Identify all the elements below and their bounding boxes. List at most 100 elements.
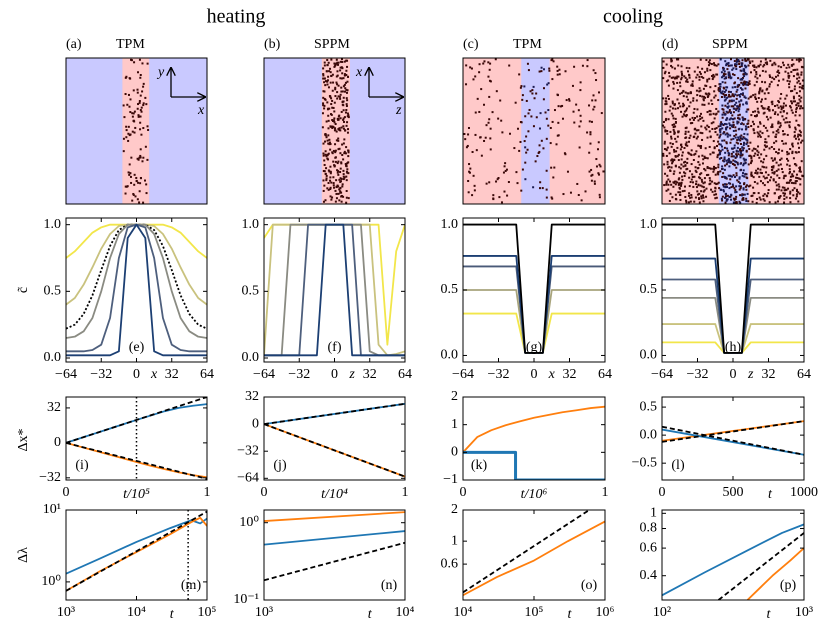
panel-label: (f) xyxy=(328,340,342,355)
particle xyxy=(547,109,550,112)
particle xyxy=(674,125,677,128)
particle xyxy=(736,85,739,88)
y-tick-label: −32 xyxy=(237,443,259,458)
particle xyxy=(726,105,729,108)
particle xyxy=(777,131,780,134)
particle xyxy=(741,153,744,156)
particle xyxy=(579,120,582,123)
particle xyxy=(530,115,533,118)
particle xyxy=(777,122,780,125)
y-tick-label: 1.0 xyxy=(640,217,658,232)
panel-title: SPPM xyxy=(712,37,748,52)
particle xyxy=(730,58,733,61)
particle xyxy=(545,137,548,140)
particle xyxy=(695,186,698,189)
particle xyxy=(342,100,345,103)
particle xyxy=(344,111,347,114)
particle xyxy=(333,101,336,104)
particle xyxy=(753,181,756,184)
particle xyxy=(731,124,734,127)
particle xyxy=(795,108,798,111)
particle xyxy=(758,89,761,92)
particle xyxy=(706,78,709,81)
particle xyxy=(675,140,678,143)
particle xyxy=(725,118,728,121)
particle xyxy=(792,175,795,178)
particle xyxy=(488,181,491,184)
particle xyxy=(679,198,682,201)
particle xyxy=(677,75,680,78)
particle xyxy=(564,153,567,156)
particle xyxy=(694,169,697,172)
particle xyxy=(724,196,727,199)
particle xyxy=(736,84,739,87)
particle xyxy=(733,198,736,201)
particle xyxy=(663,140,666,143)
series-line xyxy=(746,547,804,600)
particle xyxy=(331,196,334,199)
particle xyxy=(484,136,487,139)
particle xyxy=(754,75,757,78)
particle xyxy=(754,93,757,96)
particle xyxy=(503,190,506,193)
particle xyxy=(740,122,743,125)
particle xyxy=(687,70,690,73)
particle xyxy=(329,176,332,179)
particle xyxy=(797,80,800,83)
particle xyxy=(759,135,762,138)
particle xyxy=(342,178,345,181)
particle xyxy=(737,150,740,153)
particle xyxy=(745,143,748,146)
y-tick-label: 10⁻¹ xyxy=(233,592,259,607)
particle xyxy=(139,115,142,118)
particle xyxy=(550,166,553,169)
particle xyxy=(465,146,468,149)
particle xyxy=(735,58,738,61)
particle xyxy=(698,87,701,90)
particle xyxy=(552,176,555,179)
particle xyxy=(695,89,698,92)
x-tick-label: 0 xyxy=(730,367,737,382)
particle xyxy=(724,183,727,186)
particle xyxy=(706,80,709,83)
particle xyxy=(329,195,332,198)
particle xyxy=(765,166,768,169)
particle xyxy=(520,121,523,124)
x-tick-label: 10² xyxy=(653,605,671,620)
particle xyxy=(714,173,717,176)
particle xyxy=(346,65,349,68)
particle xyxy=(346,75,349,78)
particle xyxy=(666,160,669,163)
particle xyxy=(528,108,531,111)
particle xyxy=(539,112,542,115)
particle xyxy=(592,108,595,111)
particle xyxy=(774,111,777,114)
frame xyxy=(661,509,805,601)
particle xyxy=(735,133,738,136)
panel-label: (h) xyxy=(725,340,742,355)
particle xyxy=(793,135,796,138)
particle xyxy=(778,196,781,199)
particle xyxy=(792,63,795,66)
particle xyxy=(329,143,332,146)
particle xyxy=(740,81,743,84)
particle xyxy=(773,192,776,195)
particle xyxy=(732,201,735,204)
particle xyxy=(756,131,759,134)
particle xyxy=(135,176,138,179)
particle xyxy=(730,138,733,141)
particle xyxy=(713,168,716,171)
particle xyxy=(733,117,736,120)
plot-area xyxy=(662,223,804,354)
particle xyxy=(766,129,769,132)
particle xyxy=(792,95,795,98)
particle xyxy=(497,177,500,180)
particle xyxy=(763,166,766,169)
particle xyxy=(527,112,530,115)
particle xyxy=(701,95,704,98)
particle xyxy=(777,168,780,171)
particle xyxy=(686,78,689,81)
particle xyxy=(702,98,705,101)
particle xyxy=(721,167,724,170)
particle xyxy=(136,198,139,201)
